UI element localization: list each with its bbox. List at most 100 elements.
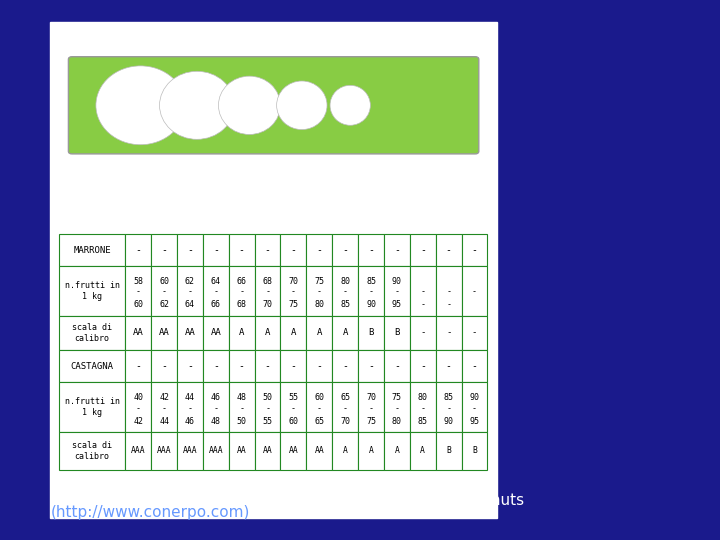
Text: -: - bbox=[446, 361, 451, 371]
Text: 42: 42 bbox=[159, 393, 169, 402]
Bar bbox=[255, 234, 281, 266]
Bar bbox=[59, 350, 125, 382]
Bar bbox=[151, 266, 177, 316]
Text: 60: 60 bbox=[289, 416, 298, 426]
Text: -: - bbox=[394, 361, 400, 371]
Text: -: - bbox=[394, 245, 400, 255]
Text: -: - bbox=[316, 245, 323, 255]
Text: n.frutti in
1 kg: n.frutti in 1 kg bbox=[65, 397, 120, 417]
Text: Example of calibration system and sorting of marrons and: Example of calibration system and sortin… bbox=[50, 480, 496, 495]
Text: B: B bbox=[395, 328, 400, 338]
Text: AAA: AAA bbox=[209, 447, 223, 455]
Bar bbox=[151, 316, 177, 350]
Text: A: A bbox=[317, 328, 322, 338]
Text: -: - bbox=[317, 288, 322, 296]
Text: AAA: AAA bbox=[131, 447, 145, 455]
Text: -: - bbox=[213, 245, 219, 255]
Text: -: - bbox=[187, 361, 193, 371]
Text: -: - bbox=[342, 245, 348, 255]
Text: -: - bbox=[472, 288, 477, 296]
Text: AA: AA bbox=[315, 447, 324, 455]
Bar bbox=[177, 350, 203, 382]
Text: -: - bbox=[213, 404, 218, 413]
Text: 48: 48 bbox=[211, 416, 221, 426]
Bar bbox=[229, 432, 255, 470]
Bar bbox=[59, 266, 125, 316]
Bar bbox=[177, 382, 203, 432]
Text: -: - bbox=[290, 245, 297, 255]
Text: B: B bbox=[472, 447, 477, 455]
Text: -: - bbox=[239, 404, 244, 413]
Bar bbox=[462, 432, 487, 470]
Text: A: A bbox=[343, 328, 348, 338]
Text: -: - bbox=[291, 288, 296, 296]
Text: AA: AA bbox=[210, 328, 221, 338]
Bar bbox=[307, 432, 332, 470]
Bar bbox=[255, 382, 281, 432]
Text: 95: 95 bbox=[392, 300, 402, 309]
Bar bbox=[177, 234, 203, 266]
Ellipse shape bbox=[276, 81, 327, 130]
Text: -: - bbox=[472, 404, 477, 413]
Bar bbox=[384, 382, 410, 432]
Text: 85: 85 bbox=[366, 276, 376, 286]
Bar bbox=[332, 266, 358, 316]
Text: 75: 75 bbox=[289, 300, 298, 309]
Text: -: - bbox=[135, 288, 140, 296]
Text: 46: 46 bbox=[185, 416, 195, 426]
Bar bbox=[151, 382, 177, 432]
Text: -: - bbox=[420, 245, 426, 255]
Bar bbox=[410, 316, 436, 350]
Text: A: A bbox=[369, 447, 374, 455]
Ellipse shape bbox=[160, 71, 235, 139]
Text: -: - bbox=[395, 288, 400, 296]
Bar bbox=[307, 316, 332, 350]
Text: 80: 80 bbox=[418, 393, 428, 402]
Text: -: - bbox=[446, 404, 451, 413]
Text: 85: 85 bbox=[444, 393, 454, 402]
Text: 80: 80 bbox=[340, 276, 350, 286]
Text: -: - bbox=[265, 404, 270, 413]
Bar bbox=[203, 382, 229, 432]
Text: -: - bbox=[472, 245, 477, 255]
Text: -: - bbox=[290, 361, 297, 371]
Bar bbox=[229, 350, 255, 382]
Text: 90: 90 bbox=[469, 393, 480, 402]
Text: -: - bbox=[420, 361, 426, 371]
Text: -: - bbox=[265, 361, 271, 371]
Bar bbox=[436, 432, 462, 470]
Bar bbox=[410, 382, 436, 432]
Text: AA: AA bbox=[289, 447, 298, 455]
Bar bbox=[307, 234, 332, 266]
Bar bbox=[281, 382, 307, 432]
Bar bbox=[281, 266, 307, 316]
Text: 55: 55 bbox=[263, 416, 273, 426]
Bar bbox=[436, 316, 462, 350]
Text: -: - bbox=[161, 245, 167, 255]
Text: MARRONE: MARRONE bbox=[73, 246, 111, 254]
Text: -: - bbox=[135, 245, 141, 255]
Text: A: A bbox=[265, 328, 270, 338]
Bar bbox=[229, 382, 255, 432]
Text: 48: 48 bbox=[237, 393, 247, 402]
Bar bbox=[410, 234, 436, 266]
Bar bbox=[410, 432, 436, 470]
Text: -: - bbox=[368, 245, 374, 255]
Bar bbox=[59, 382, 125, 432]
Bar bbox=[307, 350, 332, 382]
Bar bbox=[462, 234, 487, 266]
Ellipse shape bbox=[218, 76, 280, 134]
Bar bbox=[203, 432, 229, 470]
Text: -: - bbox=[213, 288, 218, 296]
Bar bbox=[125, 382, 151, 432]
Text: 66: 66 bbox=[237, 276, 247, 286]
Text: -: - bbox=[343, 404, 348, 413]
Bar bbox=[281, 350, 307, 382]
Text: -: - bbox=[369, 404, 374, 413]
Text: -: - bbox=[161, 404, 166, 413]
Bar bbox=[410, 350, 436, 382]
Bar bbox=[125, 350, 151, 382]
FancyBboxPatch shape bbox=[68, 57, 479, 154]
Text: 80: 80 bbox=[392, 416, 402, 426]
Text: 66: 66 bbox=[211, 300, 221, 309]
